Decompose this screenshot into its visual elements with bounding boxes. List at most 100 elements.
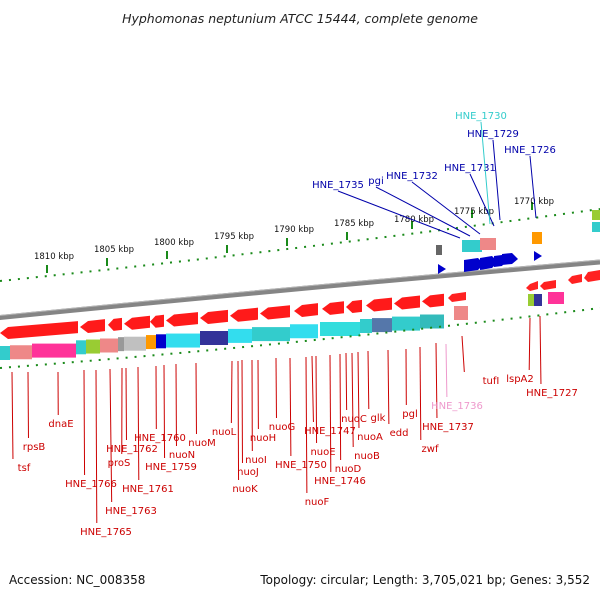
reverse-feature-block — [454, 306, 468, 320]
genome-summary-text: Topology: circular; Length: 3,705,021 bp… — [260, 573, 590, 587]
reverse-gene-leader — [311, 355, 314, 423]
forward-gene-leader — [529, 155, 537, 219]
reverse-gene-leader — [387, 349, 390, 425]
reverse-gene-label: HNE_1765 — [80, 527, 132, 538]
reverse-feature-block — [86, 339, 100, 354]
reverse-gene-arrow — [568, 274, 582, 284]
reverse-feature-block — [228, 328, 252, 343]
scale-ticks — [46, 202, 533, 273]
reverse-gene-leader — [339, 353, 342, 461]
reverse-feature-block — [32, 343, 76, 358]
reverse-gene-arrow — [294, 303, 318, 317]
reverse-feature-block — [534, 294, 542, 306]
reverse-gene-label: nuoL — [212, 427, 237, 438]
reverse-gene-arrow — [0, 321, 78, 339]
reverse-gene-label: nuoE — [310, 447, 335, 458]
reverse-gene-label: HNE_1746 — [314, 476, 366, 487]
reverse-gene-label: nuoH — [250, 433, 276, 444]
reverse-gene-leader — [163, 364, 166, 459]
reverse-gene-leader — [357, 351, 360, 429]
reverse-gene-label: HNE_1747 — [304, 426, 356, 437]
forward-gene-arrow — [534, 251, 542, 261]
reverse-gene-leader — [11, 371, 14, 460]
reverse-gene-label: nuoG — [269, 422, 296, 433]
reverse-gene-leader — [83, 369, 86, 476]
reverse-gene-arrow — [230, 307, 258, 322]
accession-text: Accession: NC_008358 — [9, 573, 146, 587]
reverse-gene-arrow — [108, 317, 122, 331]
reverse-gene-label: pgl — [402, 409, 417, 420]
reverse-feature-block — [118, 337, 124, 352]
reverse-feature-block — [156, 334, 166, 349]
reverse-gene-label: glk — [371, 413, 386, 424]
reverse-feature-block — [76, 340, 86, 355]
reverse-gene-leader — [109, 368, 113, 503]
reverse-feature-block — [372, 318, 392, 333]
reverse-gene-label: HNE_1762 — [106, 444, 158, 455]
reverse-gene-leader — [539, 315, 542, 385]
reverse-gene-label: rpsB — [23, 442, 46, 453]
reverse-gene-arrow — [366, 297, 392, 312]
forward-feature-track — [436, 210, 600, 274]
forward-gene-leader — [480, 121, 491, 225]
reverse-gene-label: HNE_1737 — [422, 422, 474, 433]
forward-gene-arrow — [480, 256, 498, 270]
reverse-gene-arrow — [584, 270, 600, 282]
reverse-gene-leader — [315, 355, 318, 444]
reverse-feature-extra — [454, 292, 564, 320]
reverse-gene-arrow — [346, 299, 362, 314]
reverse-feature-block — [528, 294, 534, 306]
reverse-feature-block — [146, 335, 156, 350]
reverse-gene-leader — [289, 357, 292, 457]
reverse-gene-arrow — [260, 305, 290, 320]
scale-tick-label: 1790 kbp — [274, 225, 314, 235]
forward-gene-label: HNE_1731 — [444, 163, 496, 174]
reverse-feature-block — [252, 327, 290, 342]
reverse-arrow-extra — [448, 270, 600, 302]
forward-gene-leader — [375, 186, 471, 237]
reverse-gene-label: nuoC — [341, 414, 367, 425]
scale-tick-label: 1785 kbp — [334, 219, 374, 229]
forward-gene-labels: HNE_1735 pgi HNE_1732 HNE_1731 HNE_1730 HNE_1… — [312, 111, 556, 239]
reverse-gene-leader — [419, 346, 422, 441]
reverse-gene-label: proS — [108, 458, 131, 469]
reverse-gene-arrow — [200, 309, 228, 324]
forward-gene-label: HNE_1735 — [312, 180, 364, 191]
reverse-feature-block — [0, 346, 10, 360]
reverse-gene-arrow — [124, 315, 150, 330]
forward-feature-block — [592, 210, 600, 220]
reverse-gene-label: nuoF — [305, 497, 330, 508]
reverse-gene-leader — [367, 350, 370, 410]
genome-backbone-highlight — [0, 259, 600, 317]
reverse-gene-leader — [305, 356, 308, 494]
scale-tick-label: 1810 kbp — [34, 252, 74, 262]
reverse-gene-arrow — [526, 281, 538, 291]
reverse-gene-arrow — [540, 280, 556, 290]
scale-tick-label: 1795 kbp — [214, 232, 254, 242]
reverse-gene-label: HNE_1727 — [526, 388, 578, 399]
reverse-gene-label: HNE_1750 — [275, 460, 327, 471]
reverse-gene-leader — [528, 317, 531, 371]
forward-feature-block — [462, 240, 482, 252]
forward-gene-leader — [411, 181, 481, 235]
reverse-gene-leader — [95, 369, 98, 524]
forward-gene-leader — [492, 139, 501, 221]
scale-tick-label: 1800 kbp — [154, 238, 194, 248]
reverse-gene-label: nuoI — [245, 455, 267, 466]
reverse-gene-arrow — [322, 301, 344, 315]
reverse-gene-label: nuoB — [354, 451, 380, 462]
scale-tick-label: 1805 kbp — [94, 245, 134, 255]
reverse-feature-block — [360, 319, 372, 333]
reverse-gene-label: HNE_1760 — [134, 433, 186, 444]
reverse-gene-label: HNE_1763 — [105, 506, 157, 517]
reverse-feature-block — [320, 322, 360, 336]
reverse-gene-leader — [435, 342, 438, 419]
reverse-arrow-track — [0, 293, 444, 339]
forward-gene-label: HNE_1730 — [455, 111, 507, 122]
forward-gene-arrow — [438, 264, 446, 274]
reverse-gene-arrow — [80, 319, 105, 333]
scale-tick-label: 1775 kbp — [454, 207, 494, 217]
reverse-gene-label: nuoA — [357, 432, 383, 443]
reverse-gene-label: dnaE — [48, 419, 73, 430]
